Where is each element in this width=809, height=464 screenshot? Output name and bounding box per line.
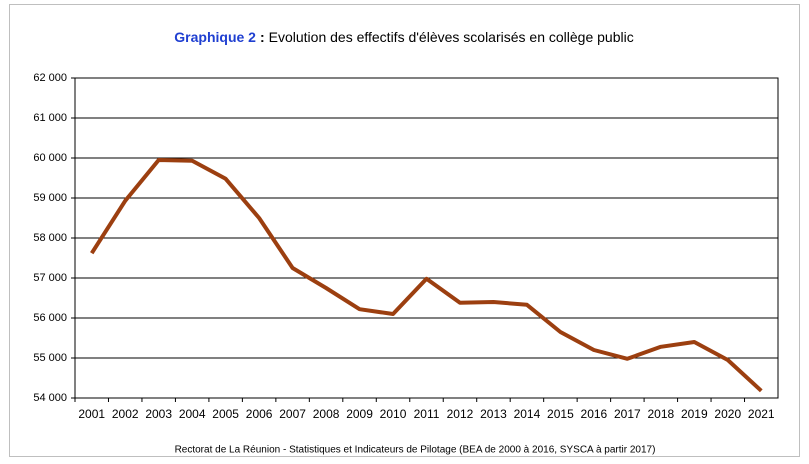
y-tick-label: 61 000: [33, 112, 67, 124]
chart-title-line: Graphique 2: Evolution des effectifs d'él…: [174, 29, 633, 45]
y-tick-label: 54 000: [33, 392, 67, 404]
x-tick-label: 2005: [212, 407, 239, 421]
chart-title: Evolution des effectifs d'élèves scolari…: [269, 29, 634, 45]
y-tick-label: 62 000: [33, 72, 67, 84]
x-tick-label: 2004: [179, 407, 206, 421]
x-tick-label: 2003: [145, 407, 172, 421]
x-tick-label: 2011: [414, 407, 440, 421]
x-tick-label: 2014: [514, 407, 541, 421]
x-tick-label: 2001: [78, 407, 105, 421]
x-tick-label: 2008: [313, 407, 340, 421]
title-label: Graphique 2: [174, 29, 256, 45]
x-tick-label: 2016: [581, 407, 608, 421]
x-tick-label: 2017: [614, 407, 641, 421]
y-tick-label: 56 000: [33, 312, 67, 324]
y-tick-label: 59 000: [33, 192, 67, 204]
x-tick-label: 2013: [480, 407, 507, 421]
y-tick-label: 58 000: [33, 232, 67, 244]
data-line: [90, 158, 763, 393]
x-tick-label: 2015: [547, 407, 574, 421]
x-tick-label: 2019: [681, 407, 708, 421]
y-tick-label: 55 000: [33, 352, 67, 364]
x-tick-label: 2021: [748, 407, 775, 421]
x-tick-label: 2009: [346, 407, 373, 421]
chart-frame: [9, 4, 800, 457]
x-tick-label: 2007: [279, 407, 306, 421]
x-tick-label: 2010: [380, 407, 407, 421]
x-tick-label: 2002: [112, 407, 139, 421]
x-tick-label: 2006: [246, 407, 273, 421]
x-tick-label: 2018: [647, 407, 674, 421]
y-tick-label: 57 000: [33, 272, 67, 284]
source-note: Rectorat de La Réunion - Statistiques et…: [175, 445, 656, 456]
title-separator: :: [260, 29, 265, 45]
x-tick-label: 2020: [714, 407, 741, 421]
y-tick-label: 60 000: [33, 152, 67, 164]
x-tick-label: 2012: [447, 407, 474, 421]
